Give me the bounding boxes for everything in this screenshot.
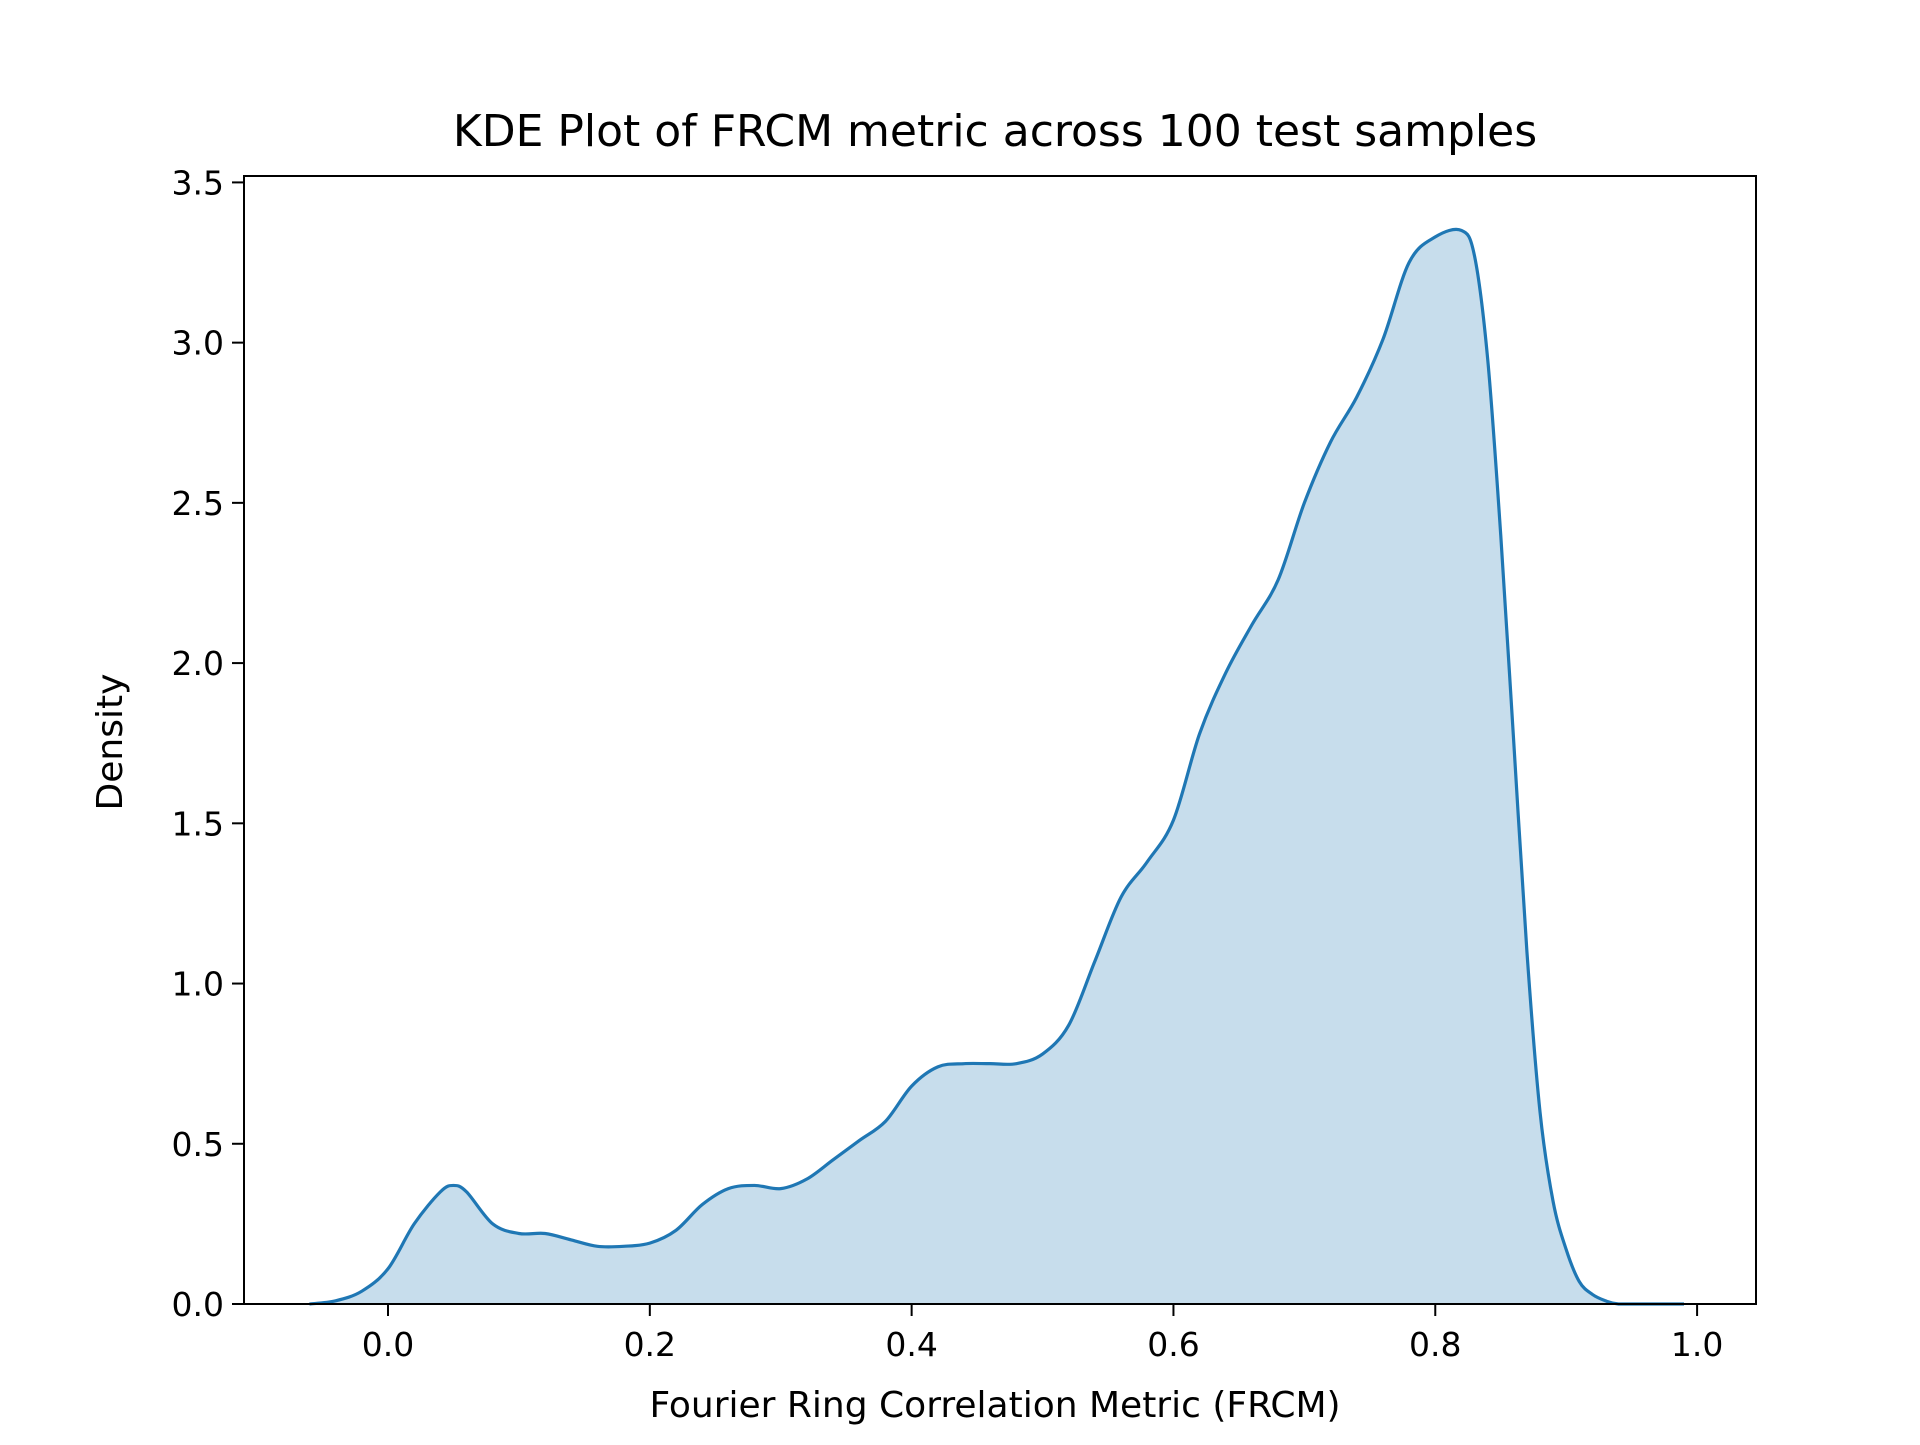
y-axis: 0.0 0.5 1.0 1.5 2.0 2.5 3.0 3.5	[172, 163, 244, 1324]
y-tick-label: 3.5	[172, 163, 224, 202]
x-tick-label: 0.6	[1147, 1325, 1199, 1364]
y-tick-label: 3.0	[172, 324, 224, 363]
x-axis-label: Fourier Ring Correlation Metric (FRCM)	[649, 1385, 1340, 1426]
kde-fill-area	[309, 229, 1685, 1305]
x-axis: 0.0 0.2 0.4 0.6 0.8 1.0	[362, 1304, 1723, 1364]
kde-line	[309, 227, 1684, 1306]
x-tick-label: 0.0	[362, 1325, 414, 1364]
x-tick-label: 0.2	[624, 1325, 676, 1364]
chart-title: KDE Plot of FRCM metric across 100 test …	[453, 106, 1537, 157]
x-tick-label: 0.8	[1409, 1325, 1461, 1364]
y-tick-label: 0.5	[172, 1125, 224, 1164]
y-tick-label: 1.5	[172, 804, 224, 843]
y-tick-label: 2.5	[172, 484, 224, 523]
x-tick-label: 0.4	[885, 1325, 937, 1364]
x-tick-label: 1.0	[1671, 1325, 1723, 1364]
y-tick-label: 0.0	[172, 1285, 224, 1324]
plot-area	[243, 175, 1757, 1306]
plot-frame	[243, 175, 1757, 1305]
y-axis-label: Density	[90, 674, 131, 811]
y-tick-label: 2.0	[172, 644, 224, 683]
y-tick-label: 1.0	[172, 965, 224, 1004]
